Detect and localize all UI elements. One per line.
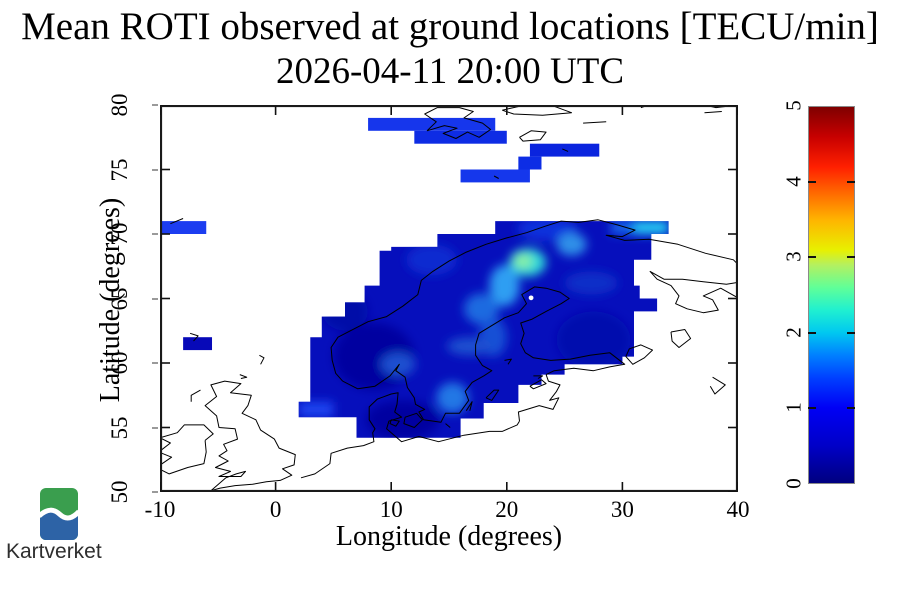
roti-patch [446,337,493,356]
colorbar-tick-mark [847,180,855,183]
colorbar [808,106,855,484]
coastline-ladoga [625,344,653,365]
coastline-arctic_coast [330,219,738,382]
coastline-estonia_latvia [517,374,561,422]
y-outer-tick-mark [152,491,158,493]
colorbar-tick-mark [847,256,855,259]
colorbar-tick-label: 4 [781,175,806,187]
coastline-scandinavia_baltic [342,286,626,423]
coastline-shetland [259,354,265,365]
coastline-nordaustlandet [502,105,572,116]
roti-patch [436,382,469,414]
roti-cell [633,221,669,234]
coastline-onega [670,329,692,348]
coastline-great_britain [204,380,296,492]
coastline-edgeoya [519,130,547,142]
colorbar-tick-mark [808,407,816,410]
colorbar-tick-label: 2 [781,327,806,338]
x-tick-label: -10 [144,497,176,522]
roti-patch [517,221,578,241]
roti-cell [414,130,507,144]
colorbar-tick-mark [808,256,816,259]
coastline-bjornoya [493,175,499,179]
roti-cell [368,117,496,131]
map-plot-area [160,105,738,492]
coastline-hebrides [190,389,201,402]
roti-cell [298,401,334,418]
coastline-zealand [403,412,423,428]
chart-title: Mean ROTI observed at ground locations [… [21,5,879,48]
roti-shading [298,221,669,438]
logo-text: Kartverket [6,540,102,563]
colorbar-gradient [809,107,854,483]
coastline-hiiumaa [533,375,544,379]
roti-cell [460,169,530,183]
x-axis-label: Longitude (degrees) [335,521,563,552]
coastline-bornholm [445,423,451,428]
colorbar-tick-mark [808,180,816,183]
colorbar-tick-label: 5 [781,100,806,111]
y-outer-tick-mark [152,362,158,364]
kartverket-logo [40,488,78,540]
coastline-franz_josef_b [704,111,722,114]
coastline-orkney [239,374,248,379]
roti-patch [513,253,533,269]
y-outer-tick-mark [152,168,158,171]
coastline-gotland [485,389,500,401]
colorbar-tick-label: 1 [781,402,806,414]
roti-patch [464,293,499,325]
roti-patch [406,244,458,276]
coastline-hopen [562,148,569,152]
roti-patch [365,400,440,438]
chart-subtitle: 2026-04-11 20:00 UTC [275,51,625,92]
y-tick-label: 80 [107,93,132,117]
colorbar-tick-mark [808,331,816,334]
roti-cell [160,221,207,234]
y-outer-tick-mark [152,233,158,235]
coastline-rybinsk [709,376,726,395]
coastline-europe_south [300,392,520,479]
map-canvas [160,105,738,492]
colorbar-tick-label: 0 [781,478,806,489]
coastline-saaremaa [529,379,547,390]
colorbar-tick-label: 3 [781,251,806,262]
coastline-kong_karls_land [583,121,607,124]
x-tick-label: 30 [610,497,634,522]
coastline-oland [465,401,473,411]
roti-patch [380,352,416,376]
x-tick-label: 10 [379,497,403,522]
x-tick-label: 0 [269,497,282,522]
y-outer-tick-mark [152,426,158,429]
y-outer-tick-mark [152,297,158,300]
colorbar-tick-mark [847,331,855,334]
logo-wave [40,507,78,521]
roti-patch [564,271,618,295]
y-outer-tick-mark [152,104,158,106]
x-tick-label: 20 [495,497,519,522]
colorbar-tick-mark [847,407,855,410]
no-data-dot [528,295,534,301]
coastline-spitsbergen [424,107,492,139]
coastline-jan_mayen [170,218,184,225]
roti-cell [518,156,542,170]
roti-cell [183,337,213,351]
roti-patch [556,232,587,256]
roti-patch [489,264,520,307]
coastline-funen [389,419,400,427]
coastline-faroe [189,332,199,342]
x-tick-label: 40 [726,497,750,522]
coastline-ireland [160,424,214,475]
coastline-aland [504,358,512,365]
